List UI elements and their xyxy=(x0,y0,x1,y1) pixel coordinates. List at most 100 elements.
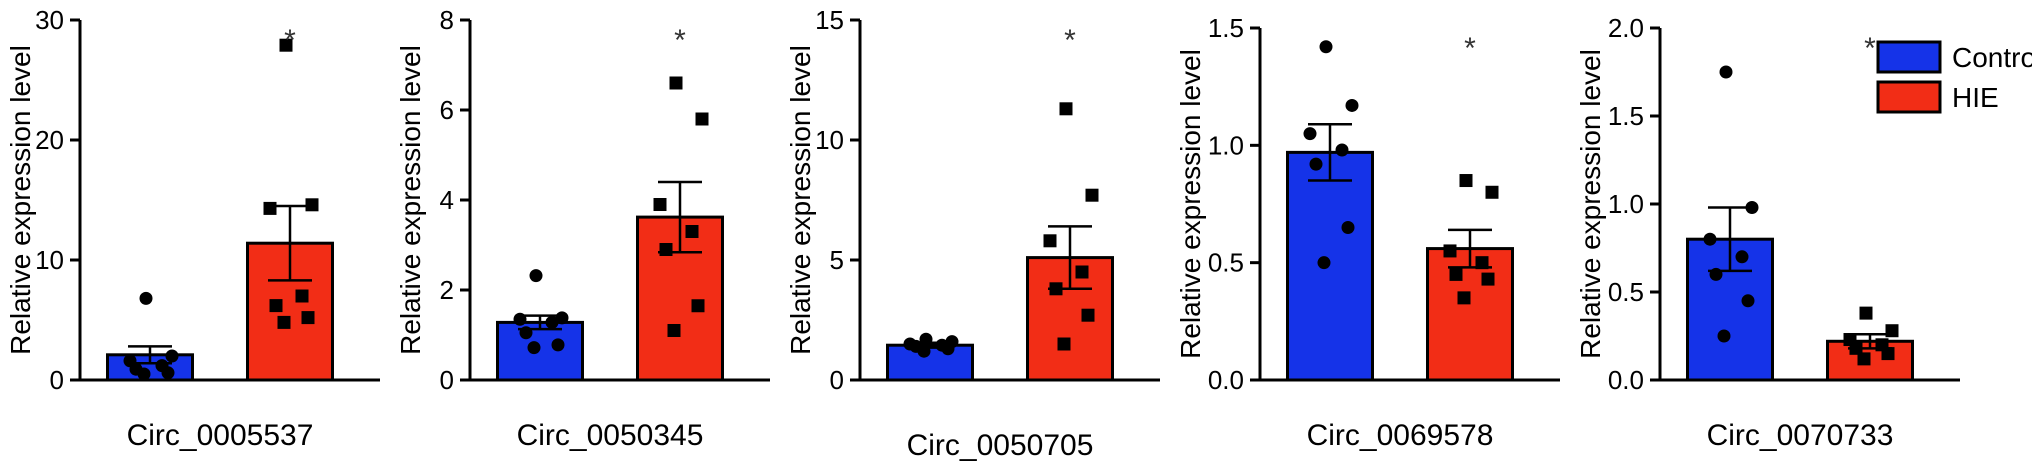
data-point-hie xyxy=(1849,341,1863,355)
data-point-control xyxy=(1703,232,1717,246)
data-point-control xyxy=(1335,143,1349,157)
significance-marker: * xyxy=(1064,24,1076,57)
data-point-hie xyxy=(295,289,309,303)
data-point-control xyxy=(919,332,933,346)
data-point-control xyxy=(513,312,527,326)
significance-marker: * xyxy=(1864,32,1876,65)
data-point-control xyxy=(1735,250,1749,264)
data-point-control xyxy=(1317,256,1331,270)
data-point-hie xyxy=(1081,308,1095,322)
data-point-control xyxy=(519,326,533,340)
data-point-control xyxy=(545,315,559,329)
data-point-hie xyxy=(1481,272,1495,286)
data-point-control xyxy=(551,338,565,352)
y-tick-label: 2 xyxy=(440,275,454,305)
data-point-hie xyxy=(667,324,681,337)
data-point-hie xyxy=(669,76,683,90)
data-point-control xyxy=(1741,294,1755,308)
y-tick-label: 6 xyxy=(440,95,454,125)
y-tick-label: 2.0 xyxy=(1608,13,1644,43)
data-point-control xyxy=(1745,201,1759,215)
significance-marker: * xyxy=(284,24,296,57)
legend-swatch-control xyxy=(1876,40,1942,74)
data-point-hie xyxy=(1049,282,1063,296)
bar-control xyxy=(496,320,584,382)
data-point-hie xyxy=(1057,337,1071,351)
data-point-control xyxy=(1717,329,1731,343)
y-tick-label: 0.5 xyxy=(1208,248,1244,278)
panel-title: Circ_0069578 xyxy=(1307,419,1494,452)
data-point-control xyxy=(161,366,175,380)
data-point-hie xyxy=(1857,352,1871,366)
y-tick-label: 8 xyxy=(440,5,454,35)
legend-label-hie: HIE xyxy=(1952,82,1999,113)
y-tick-label: 10 xyxy=(35,245,64,275)
data-point-control xyxy=(1709,267,1723,281)
panel-title: Circ_0050705 xyxy=(907,429,1094,462)
y-tick-label: 1.5 xyxy=(1608,101,1644,131)
y-tick-label: 0 xyxy=(50,365,64,395)
data-point-control xyxy=(1309,157,1323,171)
data-point-control xyxy=(527,341,541,355)
bar-hie xyxy=(1426,247,1514,382)
data-point-control xyxy=(555,311,569,325)
y-tick-label: 20 xyxy=(35,125,64,155)
data-point-control xyxy=(137,367,151,381)
y-tick-label: 0.5 xyxy=(1608,277,1644,307)
y-axis-label: Relative expression level xyxy=(785,45,816,355)
data-point-control xyxy=(529,269,543,283)
y-tick-label: 0 xyxy=(830,365,844,395)
data-point-hie xyxy=(301,311,315,325)
y-tick-label: 1.0 xyxy=(1608,189,1644,219)
data-point-hie xyxy=(1449,267,1463,281)
data-point-control xyxy=(941,342,955,356)
data-point-hie xyxy=(1457,291,1471,305)
data-point-hie xyxy=(1075,265,1089,279)
panel-title: Circ_0050345 xyxy=(517,419,704,452)
data-point-hie xyxy=(277,315,291,329)
data-point-hie xyxy=(279,38,293,52)
data-point-hie xyxy=(1859,306,1873,320)
data-point-hie xyxy=(685,225,699,238)
data-point-hie xyxy=(695,112,709,126)
y-tick-label: 4 xyxy=(440,185,454,215)
y-axis-label: Relative expression level xyxy=(1175,49,1206,359)
data-point-hie xyxy=(1059,102,1073,116)
data-point-hie xyxy=(1443,244,1457,258)
y-tick-label: 10 xyxy=(815,125,844,155)
panel-title: Circ_0005537 xyxy=(127,419,314,452)
data-point-hie xyxy=(263,201,277,215)
data-point-hie xyxy=(691,299,705,313)
y-tick-label: 0.0 xyxy=(1608,365,1644,395)
bar-control xyxy=(1286,150,1374,382)
y-tick-label: 30 xyxy=(35,5,64,35)
data-point-control xyxy=(1341,220,1355,234)
data-point-hie xyxy=(1459,174,1473,188)
data-point-control xyxy=(1319,40,1333,54)
data-point-hie xyxy=(1485,185,1499,199)
data-point-control xyxy=(1303,127,1317,141)
data-point-hie xyxy=(1885,324,1899,338)
data-point-hie xyxy=(269,299,283,313)
y-tick-label: 1.0 xyxy=(1208,130,1244,160)
data-point-hie xyxy=(1043,234,1057,248)
legend-swatch-hie xyxy=(1876,80,1942,114)
y-tick-label: 0 xyxy=(440,365,454,395)
data-point-control xyxy=(1345,98,1359,112)
y-axis-label: Relative expression level xyxy=(395,45,426,355)
bar-control xyxy=(1686,237,1774,382)
data-point-control xyxy=(139,291,153,305)
y-tick-label: 1.5 xyxy=(1208,13,1244,43)
legend-label-control: Control xyxy=(1952,42,2032,73)
data-point-control xyxy=(1719,65,1733,79)
data-point-hie xyxy=(653,198,667,211)
y-axis-label: Relative expression level xyxy=(5,45,36,355)
data-point-control xyxy=(917,344,931,358)
data-point-hie xyxy=(1085,188,1099,202)
y-axis-label: Relative expression level xyxy=(1575,49,1606,359)
data-point-hie xyxy=(659,243,673,256)
significance-marker: * xyxy=(674,24,686,57)
y-tick-label: 0.0 xyxy=(1208,365,1244,395)
significance-marker: * xyxy=(1464,32,1476,65)
